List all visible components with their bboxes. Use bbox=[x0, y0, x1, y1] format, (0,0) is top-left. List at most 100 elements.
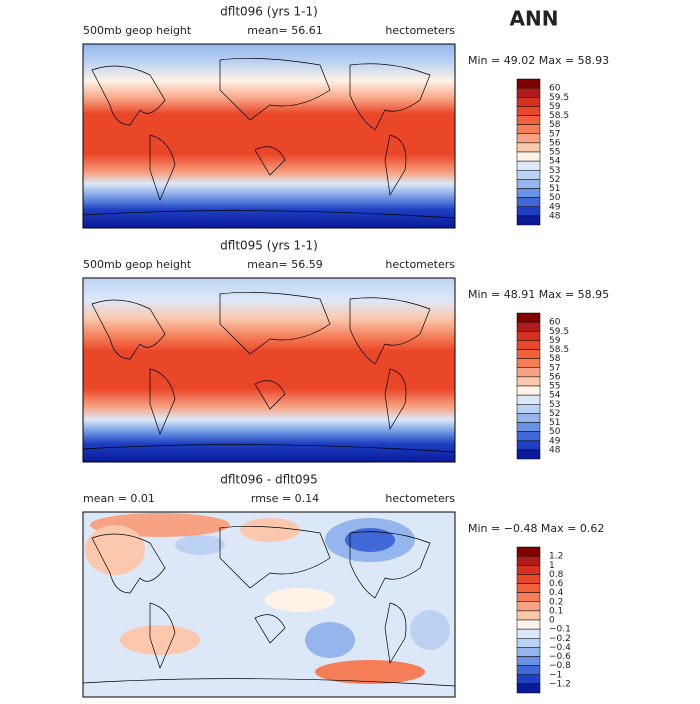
colorbar-label: 51 bbox=[549, 418, 560, 428]
map-2 bbox=[82, 277, 456, 463]
colorbar-label: 56 bbox=[549, 138, 561, 148]
colorbar-box bbox=[516, 197, 541, 207]
colorbar-label: 58 bbox=[549, 354, 561, 364]
colorbar-label: 53 bbox=[549, 400, 560, 410]
colorbar-box bbox=[516, 97, 541, 107]
colorbar-box bbox=[516, 638, 541, 648]
colorbar-box bbox=[516, 628, 541, 639]
colorbar-label: 52 bbox=[549, 175, 560, 185]
colorbar-label: 60 bbox=[549, 84, 561, 94]
colorbar-label: 59.5 bbox=[549, 93, 569, 103]
colorbar-box bbox=[516, 413, 541, 423]
colorbar-box bbox=[516, 331, 541, 341]
colorbar-box bbox=[516, 619, 541, 630]
colorbar-label: −0.2 bbox=[549, 634, 571, 644]
colorbar-label: −0.6 bbox=[549, 652, 571, 662]
panel-title: dflt096 (yrs 1-1) bbox=[220, 5, 318, 19]
colorbar-label: 1.2 bbox=[549, 552, 563, 562]
min-max: Min = 48.91 Max = 58.95 bbox=[468, 288, 609, 301]
colorbar-box bbox=[516, 546, 541, 557]
colorbar-box bbox=[516, 151, 541, 162]
colorbar-label: 58 bbox=[549, 120, 561, 130]
colorbar-box bbox=[516, 440, 541, 451]
colorbar-box bbox=[516, 683, 541, 694]
colorbar-box bbox=[516, 358, 541, 368]
colorbar-label: 1 bbox=[549, 561, 555, 571]
colorbar-label: 0.2 bbox=[549, 597, 563, 607]
colorbar-label: 59 bbox=[549, 102, 561, 112]
colorbar-label: 54 bbox=[549, 157, 561, 167]
colorbar-label: 0 bbox=[549, 616, 555, 626]
colorbar-box bbox=[516, 665, 541, 675]
colorbar-box bbox=[516, 160, 541, 171]
left-label: mean = 0.01 bbox=[83, 492, 155, 505]
colorbar-label: 0.4 bbox=[549, 588, 564, 598]
colorbar-box bbox=[516, 592, 541, 602]
colorbar-label: 0.8 bbox=[549, 570, 564, 580]
colorbar-label: 53 bbox=[549, 166, 560, 176]
colorbar-box bbox=[516, 170, 541, 180]
colorbar-box bbox=[516, 394, 541, 405]
colorbar-label: 59 bbox=[549, 336, 561, 346]
map-3 bbox=[82, 511, 456, 698]
left-label: 500mb geop height bbox=[83, 258, 192, 271]
colorbar-label: 60 bbox=[549, 318, 561, 328]
colorbar-box bbox=[516, 133, 541, 144]
colorbar-label: 50 bbox=[549, 427, 561, 437]
colorbar-label: −0.4 bbox=[549, 643, 571, 653]
colorbar-label: 56 bbox=[549, 372, 561, 382]
colorbar-label: 55 bbox=[549, 148, 560, 158]
colorbar-label: 54 bbox=[549, 391, 561, 401]
units-label: hectometers bbox=[385, 24, 455, 37]
center-label: mean= 56.59 bbox=[247, 258, 322, 271]
colorbar-box bbox=[516, 565, 541, 575]
colorbar-box bbox=[516, 674, 541, 685]
colorbar-box bbox=[516, 215, 541, 226]
colorbar-box bbox=[516, 555, 541, 566]
colorbar-box bbox=[516, 349, 541, 359]
colorbar-box bbox=[516, 188, 541, 198]
colorbar-box bbox=[516, 367, 541, 378]
colorbar-label: 58.5 bbox=[549, 345, 569, 355]
min-max: Min = −0.48 Max = 0.62 bbox=[468, 522, 604, 535]
colorbar-box bbox=[516, 87, 541, 98]
colorbar-label: 51 bbox=[549, 184, 560, 194]
colorbar-label: 0.1 bbox=[549, 606, 563, 616]
map-1 bbox=[82, 43, 456, 229]
colorbar-box bbox=[516, 78, 541, 89]
colorbar-box bbox=[516, 647, 541, 657]
colorbar-label: −0.8 bbox=[549, 661, 571, 671]
colorbar-box bbox=[516, 583, 541, 593]
colorbar-label: 50 bbox=[549, 193, 561, 203]
colorbar-box bbox=[516, 601, 541, 612]
colorbar-box bbox=[516, 340, 541, 350]
min-max: Min = 49.02 Max = 58.93 bbox=[468, 54, 609, 67]
colorbar-box bbox=[516, 656, 541, 666]
colorbar-box bbox=[516, 206, 541, 217]
coastlines bbox=[82, 57, 456, 687]
colorbar-label: 49 bbox=[549, 436, 561, 446]
left-label: 500mb geop height bbox=[83, 24, 192, 37]
colorbar-box bbox=[516, 574, 541, 584]
colorbar-label: −1 bbox=[549, 670, 562, 680]
colorbar-label: 52 bbox=[549, 409, 560, 419]
center-label: rmse = 0.14 bbox=[251, 492, 319, 505]
colorbar-box bbox=[516, 124, 541, 134]
colorbar-box bbox=[516, 376, 541, 387]
colorbar-label: 55 bbox=[549, 382, 560, 392]
panel-title: dflt095 (yrs 1-1) bbox=[220, 239, 318, 253]
colorbar-box bbox=[516, 422, 541, 432]
colorbar-box bbox=[516, 449, 541, 460]
colorbar-box bbox=[516, 404, 541, 414]
panel-title: dflt096 - dflt095 bbox=[220, 473, 318, 487]
colorbar-label: 0.6 bbox=[549, 579, 564, 589]
colorbar-box bbox=[516, 179, 541, 189]
colorbar-label: 49 bbox=[549, 202, 561, 212]
units-label: hectometers bbox=[385, 492, 455, 505]
center-label: mean= 56.61 bbox=[247, 24, 322, 37]
colorbar-box bbox=[516, 106, 541, 116]
colorbar-box bbox=[516, 431, 541, 441]
colorbar-label: 57 bbox=[549, 129, 560, 139]
colorbar-box bbox=[516, 312, 541, 323]
